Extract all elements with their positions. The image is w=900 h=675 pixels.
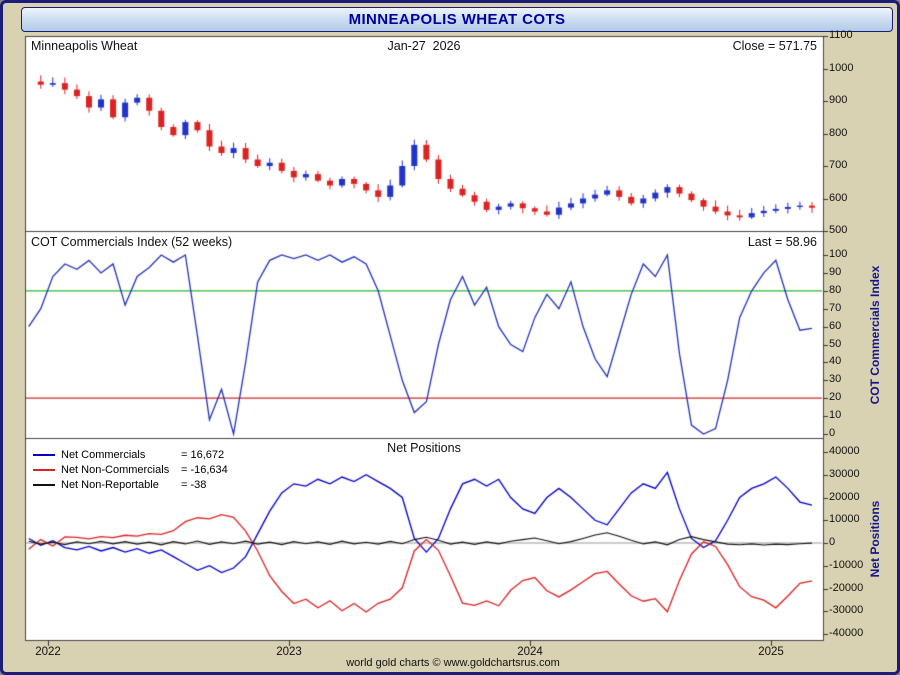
legend-name: Net Non-Commercials	[61, 463, 170, 476]
commercials-line-swatch	[33, 453, 55, 456]
positions-legend: Net Commercials = 16,672 Net Non-Commerc…	[33, 447, 228, 492]
title-bar: MINNEAPOLIS WHEAT COTS	[21, 7, 893, 32]
legend-name: Net Commercials	[61, 448, 146, 461]
legend-row-nonreportable: Net Non-Reportable = -38	[33, 477, 228, 492]
legend-row-commercials: Net Commercials = 16,672	[33, 447, 228, 462]
legend-value: = 16,672	[181, 448, 225, 461]
nonreportable-line-swatch	[33, 483, 55, 486]
noncommercials-line-swatch	[33, 468, 55, 471]
legend-value: = -16,634	[181, 463, 228, 476]
legend-row-noncommercials: Net Non-Commercials = -16,634	[33, 462, 228, 477]
page-title: MINNEAPOLIS WHEAT COTS	[348, 11, 566, 28]
legend-name: Net Non-Reportable	[61, 478, 159, 491]
legend-value: = -38	[181, 478, 207, 491]
chart-canvas	[3, 3, 897, 672]
